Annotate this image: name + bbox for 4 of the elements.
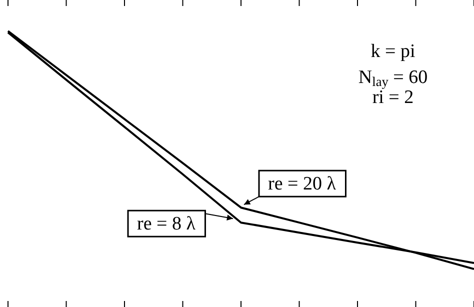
annotation: k = pi [370,41,416,62]
legend-label: re = 8 λ [137,214,196,235]
annotation: N$_{lay}$ = 60 [358,67,428,90]
series-label: re = 20 λ [268,174,337,195]
